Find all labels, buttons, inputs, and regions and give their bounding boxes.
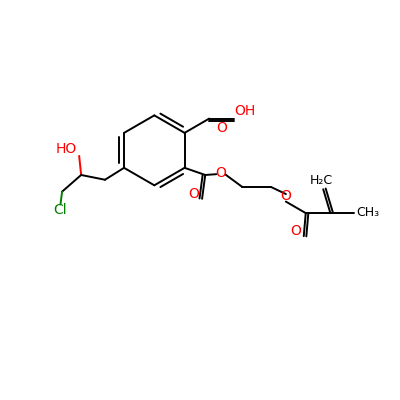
Text: OH: OH	[234, 104, 255, 118]
Text: O: O	[280, 190, 291, 204]
Text: H₂C: H₂C	[310, 174, 333, 187]
Text: O: O	[188, 187, 199, 201]
Text: Cl: Cl	[54, 202, 67, 216]
Text: O: O	[215, 166, 226, 180]
Text: O: O	[290, 224, 301, 238]
Text: O: O	[216, 122, 227, 136]
Text: HO: HO	[56, 142, 77, 156]
Text: CH₃: CH₃	[356, 206, 380, 219]
